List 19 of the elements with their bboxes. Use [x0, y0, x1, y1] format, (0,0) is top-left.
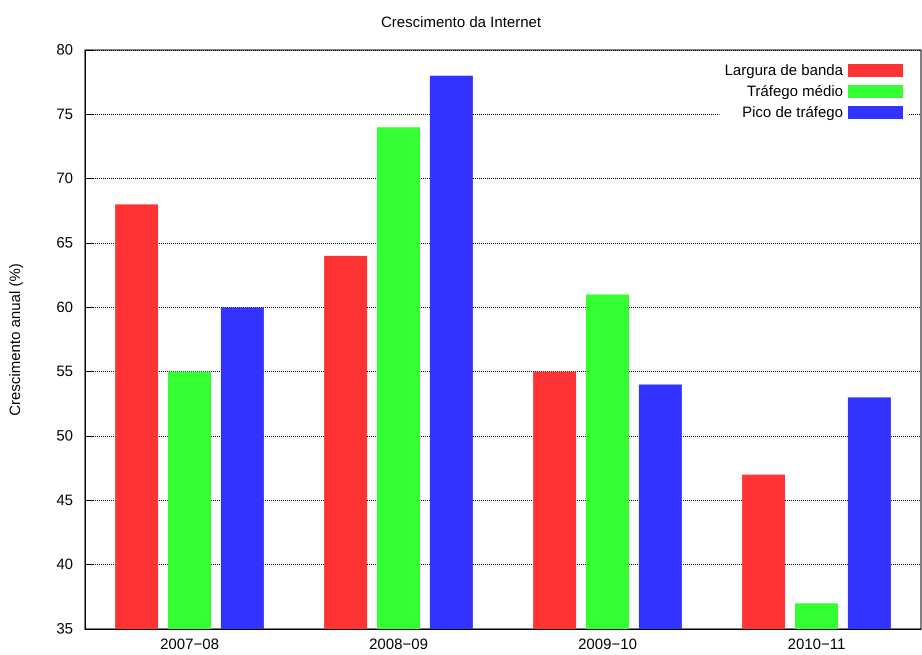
chart-title: Crescimento da Internet — [380, 14, 542, 31]
y-tick-label: 70 — [56, 170, 73, 188]
y-tick-label: 45 — [56, 492, 73, 509]
y-tick-label: 65 — [56, 234, 73, 252]
legend-label: Tráfego médio — [746, 83, 843, 100]
legend-label: Pico de tráfego — [742, 104, 843, 121]
y-tick-label: 80 — [56, 42, 73, 58]
x-tick-label: 2009−10 — [578, 636, 637, 653]
y-tick-label: 75 — [56, 106, 73, 123]
x-tick-label: 2010−11 — [788, 636, 846, 653]
y-tick-label: 60 — [56, 298, 73, 316]
y-tick-label: 50 — [56, 428, 73, 444]
y-tick-label: 35 — [56, 620, 73, 638]
y-axis-title: Crescimento anual (%) — [7, 263, 24, 416]
y-tick-label: 40 — [56, 556, 73, 574]
x-tick-label: 2008−09 — [369, 636, 428, 653]
y-tick-label: 55 — [56, 363, 73, 380]
legend-label: Largura de banda — [724, 62, 844, 79]
x-tick-label: 2007−08 — [160, 636, 219, 653]
